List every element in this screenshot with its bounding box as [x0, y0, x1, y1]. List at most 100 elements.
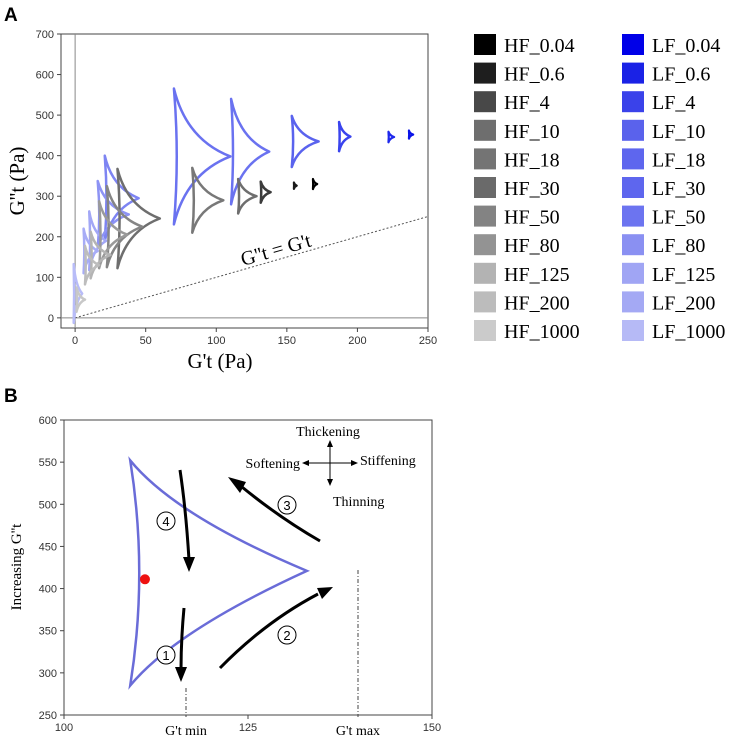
arrow-step-4-head: [183, 557, 195, 572]
legend-hf-swatch: [474, 34, 496, 55]
lissajous-loop-hf-1000: [75, 286, 87, 314]
gt-max-label: G't max: [336, 724, 380, 738]
legend-lf-label: LF_125: [652, 264, 715, 286]
legend-lf-swatch: [622, 34, 644, 55]
panel-b-y-axis-title: Increasing G''t: [9, 523, 25, 610]
step-1-label: 1: [162, 648, 169, 663]
legend: HF_0.04 HF_0.6 HF_4 HF_10 HF_18 HF_30 HF_50 HF_…: [474, 34, 725, 343]
lissajous-loop-lf-0-6: [387, 130, 396, 144]
lissajous-loop-lf-0-04: [407, 129, 415, 140]
lissajous-loop-lf-4: [337, 120, 352, 153]
legend-lf-label: LF_10: [652, 121, 705, 143]
lissajous-loop-hf-200: [83, 244, 101, 286]
panel-a-x-ticks: 0 50 100 150 200 250: [72, 328, 437, 347]
legend-hf-label: HF_30: [504, 178, 560, 200]
legend-lf-swatch: [622, 177, 644, 198]
panel-b-y-ticks: 250 300 350 400 450 500 550 600: [39, 415, 64, 722]
step-4-label: 4: [162, 514, 169, 529]
legend-lf-label: LF_0.6: [652, 64, 710, 86]
legend-lf-swatch: [622, 119, 644, 141]
legend-lf-label: LF_200: [652, 292, 715, 314]
x-tick-label: 150: [278, 335, 296, 347]
legend-hf-label: HF_18: [504, 149, 560, 171]
legend-lf-swatch: [622, 262, 644, 284]
y-tick-label: 400: [36, 151, 54, 163]
thinning-label: Thinning: [333, 495, 384, 510]
step-3-label: 3: [283, 498, 290, 513]
panel-a-series: [72, 87, 415, 325]
legend-hf-swatch: [474, 291, 496, 313]
y-tick-label: 300: [39, 668, 57, 680]
legend-hf-swatch: [474, 205, 496, 227]
x-tick-label: 150: [423, 722, 441, 734]
x-tick-label: 250: [419, 335, 437, 347]
left-arrowhead: [302, 460, 309, 466]
legend-hf-label: HF_4: [504, 92, 550, 114]
legend-hf-swatch: [474, 320, 496, 341]
legend-lf-label: LF_1000: [652, 321, 725, 343]
lissajous-curve: [128, 456, 310, 690]
legend-lf-label: LF_50: [652, 207, 705, 229]
legend-lf-swatch: [622, 148, 644, 170]
y-tick-label: 500: [39, 499, 57, 511]
legend-hf-swatch: [474, 262, 496, 284]
legend-lf-label: LF_4: [652, 92, 695, 114]
legend-hf-swatch: [474, 177, 496, 198]
panel-a-label: A: [4, 5, 18, 26]
arrow-step-3: [241, 485, 321, 543]
stiffening-label: Stiffening: [360, 454, 416, 469]
identity-line: [74, 216, 429, 319]
arrow-step-2: [218, 592, 319, 670]
x-tick-label: 125: [239, 722, 257, 734]
x-tick-label: 100: [207, 335, 225, 347]
arrow-step-3-head: [228, 477, 246, 493]
gt-min-label: G't min: [165, 724, 207, 738]
legend-hf-label: HF_50: [504, 207, 560, 229]
lissajous-loop-hf-0-04: [311, 177, 319, 191]
x-tick-label: 50: [140, 335, 152, 347]
y-tick-label: 300: [36, 191, 54, 203]
flow-arrows: [175, 469, 333, 682]
lissajous-loop-hf-10: [236, 177, 258, 215]
lissajous-loop-hf-80: [97, 200, 129, 270]
lissajous-loop-hf-4: [259, 180, 272, 204]
y-tick-label: 450: [39, 541, 57, 553]
state-marker: [139, 574, 150, 585]
legend-lf-swatch: [622, 91, 644, 113]
step-1-circle: [156, 645, 176, 665]
y-tick-label: 600: [36, 70, 54, 82]
panel-b-plot: 100 125 150 250 300 350 400 450 500 550 600 Incre…: [9, 415, 441, 738]
legend-hf-label: HF_10: [504, 121, 560, 143]
y-tick-label: 600: [39, 415, 57, 427]
legend-hf-swatch: [474, 148, 496, 170]
x-tick-label: 100: [55, 722, 73, 734]
panel-a-y-axis-title: G''t (Pa): [5, 147, 29, 216]
legend-lf-label: LF_80: [652, 235, 705, 257]
arrow-step-4: [178, 469, 191, 561]
arrow-step-1: [179, 607, 186, 671]
legend-lf-swatch: [622, 205, 644, 227]
step-labels: 1 2 3 4: [156, 495, 297, 665]
legend-hf-label: HF_200: [504, 292, 570, 314]
lissajous-loop-lf-18: [229, 97, 271, 206]
softening-label: Softening: [246, 457, 300, 472]
down-arrowhead: [327, 479, 333, 486]
y-tick-label: 550: [39, 457, 57, 469]
x-tick-label: 200: [348, 335, 366, 347]
legend-lf-swatch: [622, 234, 644, 256]
legend-hf-label: HF_0.04: [504, 35, 575, 57]
y-tick-label: 500: [36, 110, 54, 122]
panel-a-x-axis-title: G't (Pa): [187, 349, 252, 373]
step-4-circle: [156, 511, 176, 531]
step-2-label: 2: [283, 628, 290, 643]
legend-lf-label: LF_0.04: [652, 35, 720, 57]
panel-b-x-ticks: 100 125 150: [55, 715, 441, 734]
panel-b-label: B: [4, 386, 18, 407]
legend-hf-label: HF_80: [504, 235, 560, 257]
legend-hf-swatch: [474, 91, 496, 113]
y-tick-label: 700: [36, 29, 54, 41]
legend-lf-label: LF_18: [652, 149, 705, 171]
lissajous-loop-hf-0-6: [292, 181, 298, 191]
arrow-step-2-head: [317, 587, 333, 599]
legend-lf-label: LF_30: [652, 178, 705, 200]
